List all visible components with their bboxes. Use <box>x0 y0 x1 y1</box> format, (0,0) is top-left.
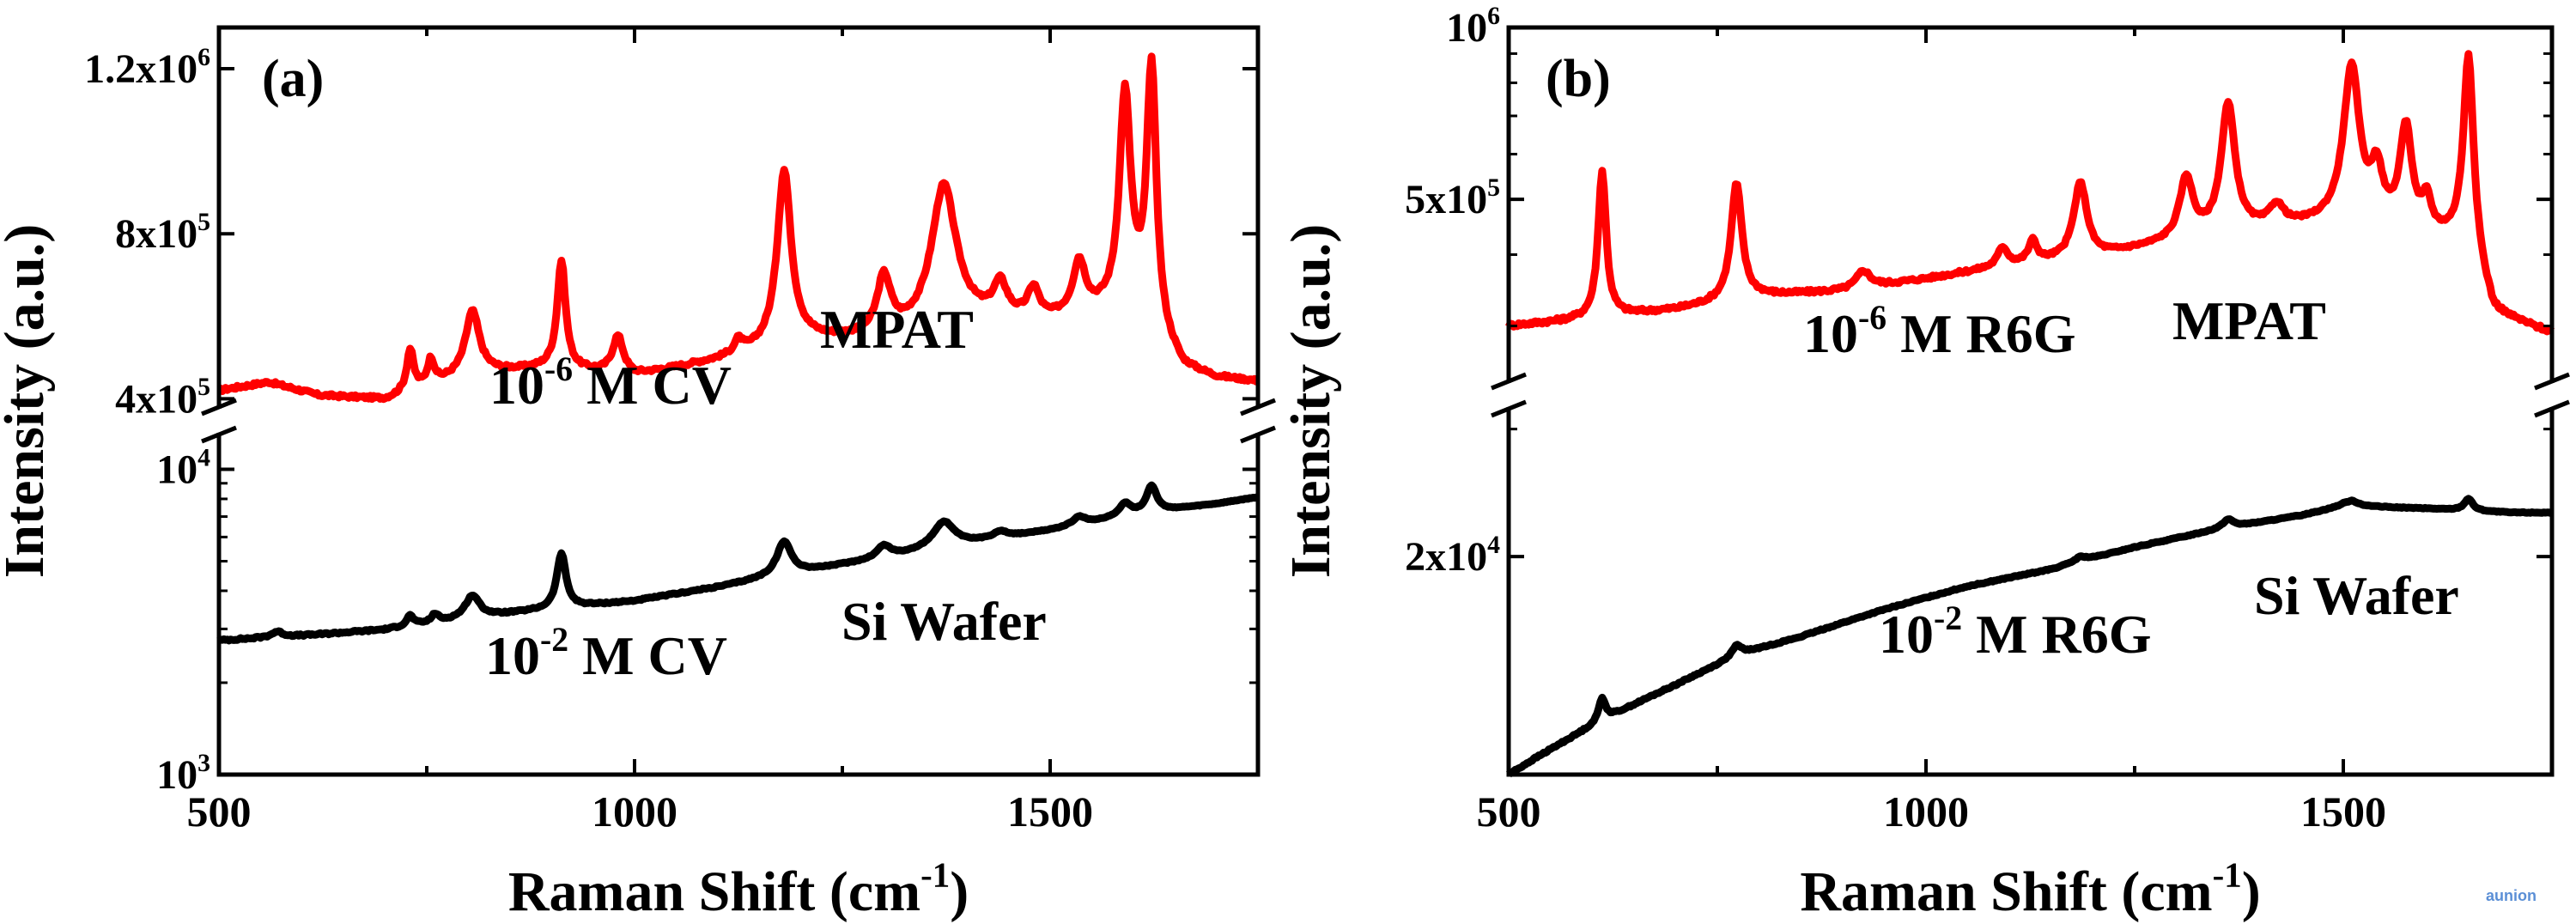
y-tick-label: 8x105 <box>115 208 210 257</box>
x-tick-label: 1500 <box>2300 787 2386 836</box>
axis-break-mark <box>1491 372 1527 391</box>
series-line-black <box>216 481 1261 645</box>
panel-label: (a) <box>262 50 324 108</box>
x-tick-label: 500 <box>1477 787 1541 836</box>
series-line-red <box>1505 50 2555 336</box>
x-tick-label: 1000 <box>592 787 677 836</box>
annotation-label: 10-6 M CV <box>489 350 732 416</box>
axis-break-mark <box>1240 425 1276 444</box>
y-tick-label: 106 <box>1446 2 1500 51</box>
x-axis-label: Raman Shift (cm-1) <box>508 855 969 923</box>
chart-panel-a: 500 1000 1500 4x105 8x105 1.2x106 103 104 (a) Ram… <box>0 25 1276 923</box>
axis-break-mark <box>2534 399 2570 418</box>
chart-panel-b: 500 1000 1500 5x105 106 2x104 (b) Raman Shift (… <box>1279 2 2570 923</box>
annotation-label: Si Wafer <box>2254 565 2459 626</box>
y-tick-label: 103 <box>156 749 210 798</box>
annotation-label: 10-2 M CV <box>485 621 727 686</box>
y-tick-label: 1.2x106 <box>84 43 210 92</box>
y-tick-label: 4x105 <box>115 373 210 422</box>
y-tick-label: 2x104 <box>1405 531 1500 580</box>
axis-break-mark <box>201 425 237 444</box>
annotation-label: MPAT <box>820 299 974 360</box>
plot-frame <box>216 25 1261 777</box>
series-line-black <box>1505 495 2555 778</box>
axis-break-mark <box>1491 399 1527 418</box>
y-tick-label: 5x105 <box>1405 173 1500 222</box>
x-tick-label: 500 <box>187 787 252 836</box>
x-axis-label: Raman Shift (cm-1) <box>1800 855 2260 923</box>
axis-break-mark <box>201 398 237 416</box>
annotation-label: 10-6 M R6G <box>1803 299 2075 364</box>
series-line-red <box>216 52 1261 404</box>
y-axis-label: Intensity (a.u.) <box>1279 224 1342 579</box>
axis-break-mark <box>2534 372 2570 391</box>
annotation-label: Si Wafer <box>841 591 1047 652</box>
x-tick-label: 1500 <box>1007 787 1093 836</box>
axis-break-gap <box>1498 383 1519 407</box>
x-tick-label: 1000 <box>1883 787 1969 836</box>
annotation-label: MPAT <box>2172 290 2326 351</box>
watermark-logo: aunion <box>2486 887 2537 904</box>
axis-break-gap <box>209 409 229 433</box>
axis-break-mark <box>1240 398 1276 416</box>
y-tick-label: 104 <box>156 443 210 492</box>
panel-label: (b) <box>1546 50 1611 108</box>
annotation-label: 10-2 M R6G <box>1879 599 2151 665</box>
y-axis-label: Intensity (a.u.) <box>0 224 56 579</box>
axis-break-gap <box>2542 383 2562 407</box>
axis-break-gap <box>1248 409 1268 433</box>
